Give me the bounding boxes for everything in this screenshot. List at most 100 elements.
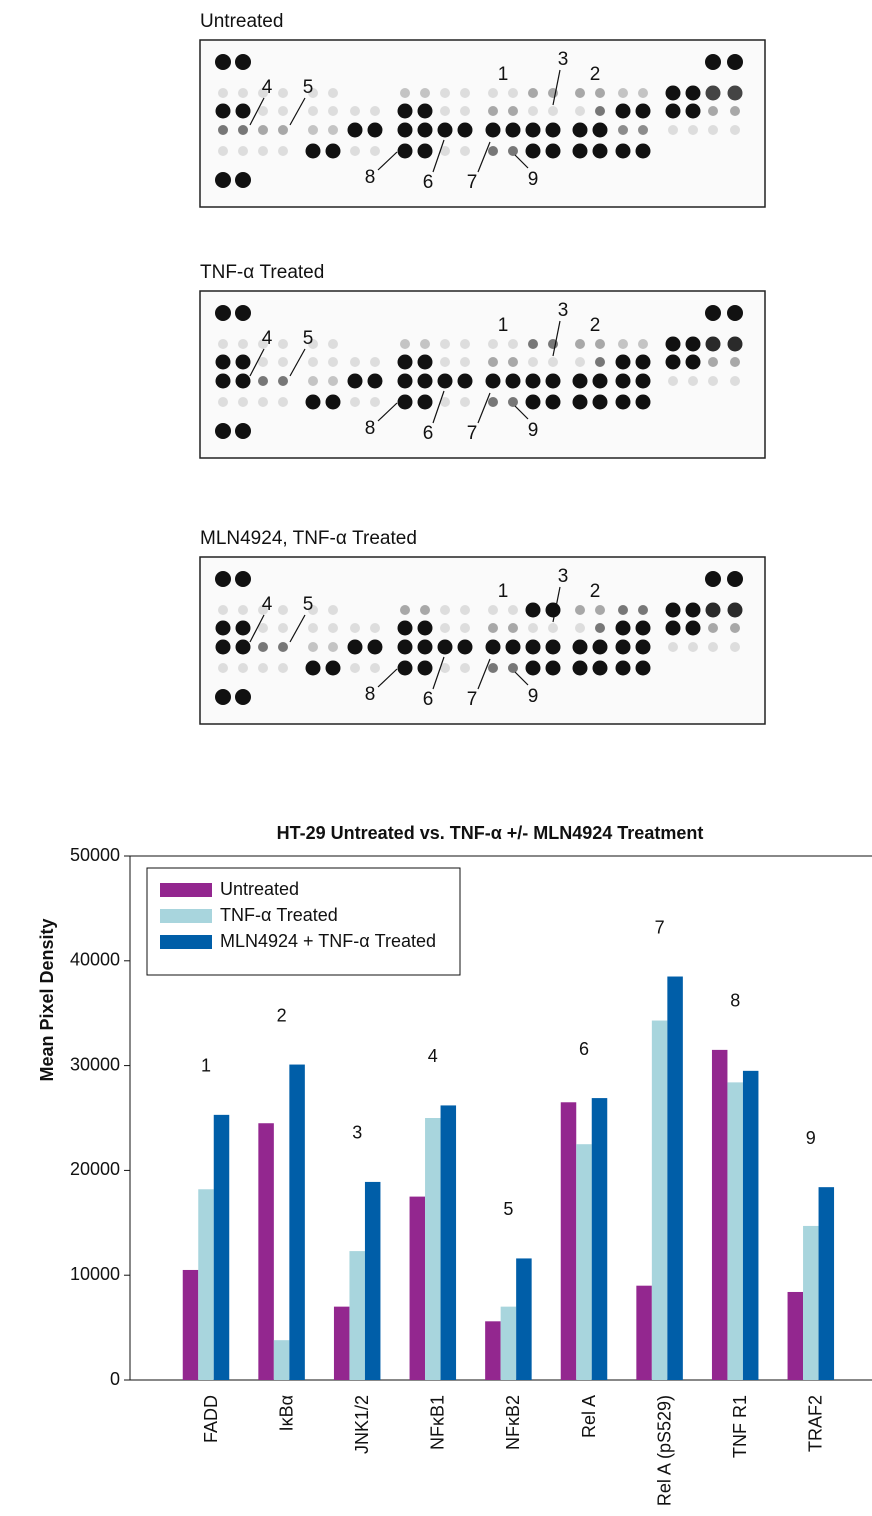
blot-dot (328, 376, 338, 386)
blot-dot (350, 146, 360, 156)
blot-dot (328, 623, 338, 633)
blot-dot (730, 357, 740, 367)
blot-dot (328, 605, 338, 615)
blot-dot (400, 605, 410, 615)
blot-dot (638, 125, 648, 135)
blot-dot (546, 661, 561, 676)
blot-dot (546, 374, 561, 389)
blot-dot (636, 374, 651, 389)
blot-dot (616, 621, 631, 636)
blot-dot (616, 355, 631, 370)
blot-dot (278, 106, 288, 116)
blot-dot (636, 104, 651, 119)
blot-dot (458, 123, 473, 138)
blot-dot (350, 663, 360, 673)
blot-dot (238, 88, 248, 98)
blot-dot (708, 642, 718, 652)
blot-dot (398, 123, 413, 138)
blot-dot (258, 397, 268, 407)
blot-dot (306, 144, 321, 159)
blot-dot (638, 605, 648, 615)
blot-dot (438, 374, 453, 389)
blot-dot (668, 125, 678, 135)
blot-dot (666, 337, 681, 352)
blot-dot (328, 88, 338, 98)
blot-dot (215, 54, 231, 70)
blot-dot (370, 397, 380, 407)
blot-dot (218, 663, 228, 673)
bar (183, 1270, 199, 1380)
blot-dot (727, 571, 743, 587)
x-tick-label: Rel A (pS529) (654, 1395, 674, 1506)
blot-dot (573, 144, 588, 159)
blot-annotation: 9 (528, 169, 539, 190)
blot-dot (370, 106, 380, 116)
x-tick-label: NFκB1 (428, 1395, 448, 1450)
legend-swatch (160, 883, 212, 897)
blot-dot (486, 374, 501, 389)
bar (289, 1065, 305, 1380)
bar (592, 1098, 608, 1380)
blot-annotation: 1 (498, 315, 509, 336)
blot-dot (666, 104, 681, 119)
blot-dot (727, 305, 743, 321)
blot-dot (595, 339, 605, 349)
legend-label: Untreated (220, 879, 299, 899)
blot-dot (258, 376, 268, 386)
blot-dot (668, 642, 678, 652)
blot-dot (706, 337, 721, 352)
blot-dot (420, 88, 430, 98)
blot-dot (348, 374, 363, 389)
blot-dot (216, 355, 231, 370)
x-tick-label: FADD (201, 1395, 221, 1443)
blot-dot (666, 355, 681, 370)
blot-dot (548, 106, 558, 116)
blot-annotation: 1 (498, 64, 509, 85)
blot-dot (573, 395, 588, 410)
blot-dot (706, 86, 721, 101)
blot-dot (595, 357, 605, 367)
blot-dot (638, 88, 648, 98)
blot-dot (706, 603, 721, 618)
blot-dot (636, 355, 651, 370)
blot-dot (440, 623, 450, 633)
blot-dot (727, 54, 743, 70)
blot-dot (326, 144, 341, 159)
blot-dot (400, 88, 410, 98)
blot-dot (458, 374, 473, 389)
blot-dot (528, 106, 538, 116)
blot-dot (488, 357, 498, 367)
blot-dot (460, 623, 470, 633)
blot-dot (728, 337, 743, 352)
blot-dot (278, 357, 288, 367)
blot-dot (218, 88, 228, 98)
x-tick-label: Rel A (579, 1395, 599, 1438)
bar (274, 1340, 290, 1380)
x-tick-label: JNK1/2 (352, 1395, 372, 1454)
bar-label: 9 (806, 1128, 816, 1148)
blot-annotation: 2 (590, 64, 601, 85)
y-tick-label: 30000 (70, 1054, 120, 1074)
blot-dot (573, 123, 588, 138)
blot-dot (398, 144, 413, 159)
blot-dot (730, 125, 740, 135)
blot-dot (728, 86, 743, 101)
blot-dot (370, 663, 380, 673)
blot-dot (508, 623, 518, 633)
blot-dot (236, 621, 251, 636)
blot-dot (488, 88, 498, 98)
blot-dot (398, 395, 413, 410)
blot-dot (438, 640, 453, 655)
blot-dot (618, 88, 628, 98)
blot-dot (686, 337, 701, 352)
bar (198, 1189, 214, 1380)
blot-dot (573, 640, 588, 655)
blot-dot (616, 640, 631, 655)
blot-dot (460, 146, 470, 156)
blot-dot (705, 54, 721, 70)
blot-dot (688, 642, 698, 652)
blot-dot (573, 661, 588, 676)
blot-dot (440, 357, 450, 367)
bar (501, 1307, 517, 1380)
blot-dot (308, 125, 318, 135)
